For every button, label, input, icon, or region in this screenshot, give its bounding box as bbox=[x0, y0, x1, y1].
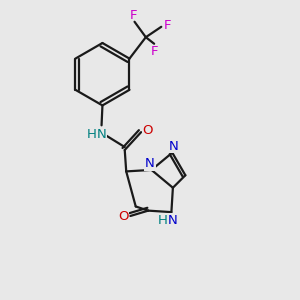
Text: O: O bbox=[118, 210, 129, 224]
Text: O: O bbox=[142, 124, 153, 137]
Text: F: F bbox=[151, 45, 158, 58]
Text: N: N bbox=[168, 140, 178, 153]
Text: H: H bbox=[158, 214, 168, 226]
Text: F: F bbox=[164, 19, 172, 32]
Text: F: F bbox=[129, 9, 137, 22]
Text: N: N bbox=[145, 157, 155, 170]
Text: N: N bbox=[97, 128, 106, 141]
Text: H: H bbox=[86, 128, 96, 141]
Text: N: N bbox=[168, 214, 178, 226]
